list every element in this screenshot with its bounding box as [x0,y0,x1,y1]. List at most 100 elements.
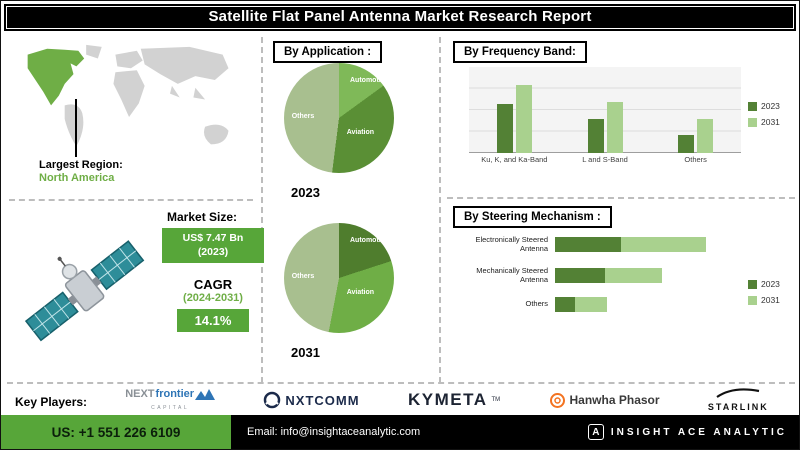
steering-mechanism-chart: Electronically Steered Antenna Mechanical… [453,235,739,324]
bar-2023 [587,118,604,153]
brand-icon: A [587,424,604,440]
nxtcomm-circle-icon [264,391,281,409]
pie-slice-label-aviation: Aviation [346,289,375,296]
map-india [170,85,180,98]
legend-item-2031: 2031 [748,295,780,305]
legend-item-2031: 2031 [748,117,780,127]
email-address: Email: info@insightaceanalytic.com [247,426,421,438]
bar-group: Others [650,67,741,165]
nextfrontier-wordmark: NEXT frontier [125,388,216,400]
divider-left-horizontal [9,199,253,201]
legend-label-2031: 2031 [761,117,780,127]
divider-bottom-horizontal [7,382,795,384]
page-title: Satellite Flat Panel Antenna Market Rese… [6,6,794,29]
legend-label-2023: 2023 [761,101,780,111]
kymeta-logo: KYMETA TM [408,390,500,410]
pie-year-2023: 2023 [291,185,320,200]
cagr-value: 14.1% [177,309,249,332]
map-asia [140,46,229,84]
legend-swatch-2031 [748,295,757,305]
map-pin-line [75,99,77,157]
nextfrontier-logo: NEXT frontier CAPITAL [125,388,216,411]
legend-label-2031: 2031 [761,295,780,305]
market-size-line1: US$ 7.47 Bn [182,232,244,244]
category-label: Ku, K, and Ka-Band [481,155,548,164]
cagr-label: CAGR [193,277,233,292]
bar-row: Others [453,296,739,312]
bar-row: Mechanically Steered Antenna [453,266,739,285]
map-africa [113,70,145,118]
legend-swatch-2023 [748,101,757,111]
divider-right-horizontal [447,197,795,199]
key-players-logos: NEXT frontier CAPITAL NXTCOMM KYMETA TM Ha… [101,385,793,415]
section-title-steering-mechanism: By Steering Mechanism : [453,206,612,228]
bar-segment-2023 [555,267,605,283]
bar-segment-2023 [555,236,622,252]
bar-group: L and S-Band [560,67,651,165]
pie-year-2031: 2031 [291,345,320,360]
nextfrontier-subtext: CAPITAL [151,405,190,411]
category-label: L and S-Band [582,155,628,164]
bar-segment-2031 [575,296,607,312]
pie-slice-label-automotive: Automotive [350,237,389,245]
bar-2023 [678,134,695,153]
bar-2031 [697,118,714,153]
key-players-label: Key Players: [15,395,88,409]
bar-group: Ku, K, and Ka-Band [469,67,560,165]
world-map [27,44,229,147]
map-sea [193,87,206,100]
divider-middle-right [439,37,441,383]
bar-2031 [606,102,623,153]
market-size-label: Market Size: [167,210,238,224]
nxtcomm-wordmark: NXTCOMM [285,392,360,408]
bar-track [555,296,739,312]
legend-swatch-2031 [748,117,757,127]
kymeta-trademark: TM [491,397,501,403]
pie-slice-label-aviation: Aviation [346,129,375,136]
chart-gridlines [469,67,741,153]
starlink-wordmark: STARLINK [707,402,769,412]
map-south-america [64,104,84,147]
steering-mechanism-legend: 2023 2031 [748,279,780,305]
largest-region-label: Largest Region: [39,159,123,171]
frequency-band-chart: Ku, K, and Ka-Band L and S-Band Others [469,67,741,165]
map-europe [115,50,143,69]
map-greenland [86,44,102,59]
nextfrontier-text-next: NEXT [125,388,155,400]
map-north-america [27,48,85,106]
starlink-logo: STARLINK [708,388,769,412]
brand-logo: A INSIGHT ACE ANALYTIC [587,424,787,440]
page-title-bar: Satellite Flat Panel Antenna Market Rese… [4,4,796,31]
kymeta-wordmark: KYMETA [407,390,488,409]
map-australia [203,124,229,145]
hanwha-phasor-logo: Hanwha Phasor [549,392,660,409]
pie-application-2031: Automotive Aviation Others [284,223,394,333]
legend-item-2023: 2023 [748,279,780,289]
largest-region-value: North America [39,172,115,184]
cagr-period: (2024-2031) [183,292,243,304]
brand-name: INSIGHT ACE ANALYTIC [610,426,787,438]
category-label: Others [684,155,707,164]
satellite-illustration [24,240,145,342]
bar-track [555,236,739,252]
category-label: Others [525,299,548,309]
section-title-frequency-band: By Frequency Band: [453,41,587,63]
footer-bar: US: +1 551 226 6109 Email: info@insighta… [1,415,799,449]
pie-slice-label-automotive: Automotive [350,77,389,85]
market-size-value: US$ 7.47 Bn (2023) [162,228,264,264]
hanwha-ring-icon [549,392,565,408]
pie-application-2023: Automotive Aviation Others [284,63,394,173]
bar-2031 [515,85,532,153]
bar-row: Electronically Steered Antenna [453,235,739,254]
legend-swatch-2023 [748,279,757,289]
bar-segment-2031 [621,236,706,252]
starlink-swoosh-icon [716,388,760,398]
legend-item-2023: 2023 [748,101,780,111]
pie-slice-label-others: Others [291,112,315,120]
section-title-application: By Application : [273,41,383,63]
bar-segment-2023 [555,296,576,312]
divider-left-middle [261,37,263,383]
phone-number: US: +1 551 226 6109 [1,415,231,449]
bar-2023 [496,103,513,153]
